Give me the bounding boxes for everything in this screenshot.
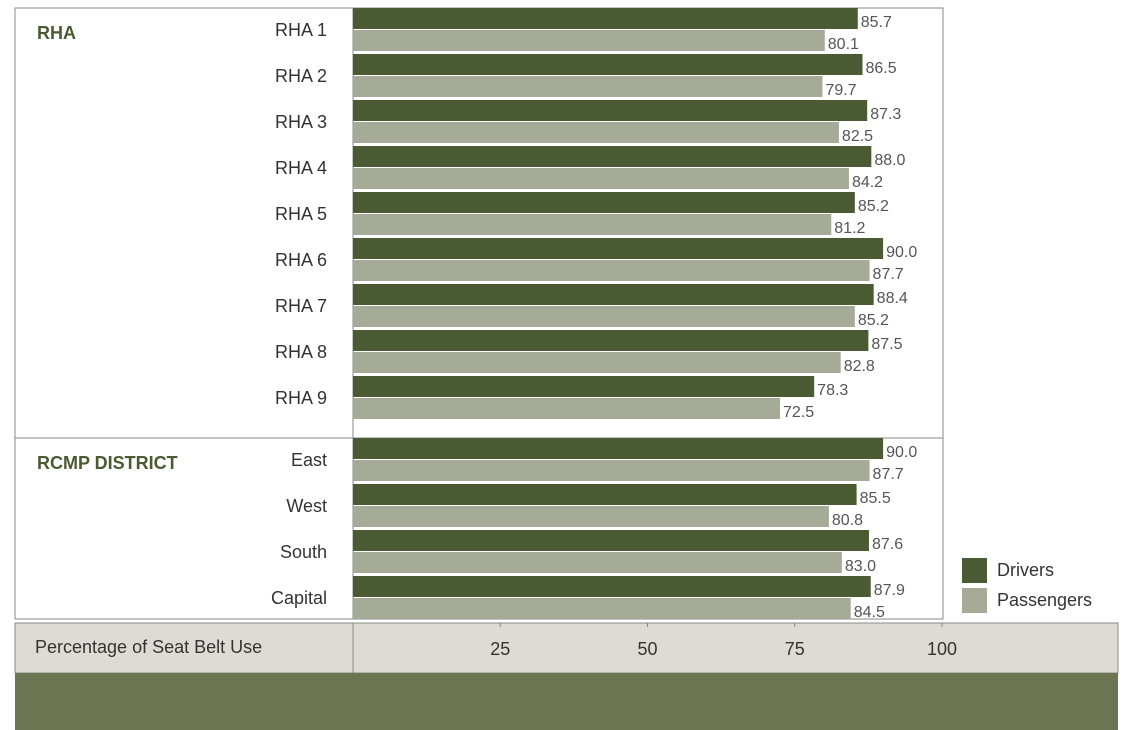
value-label: 87.9	[874, 582, 905, 599]
bar	[353, 76, 823, 97]
bar	[353, 398, 781, 419]
value-label: 87.5	[871, 336, 902, 353]
legend-label: Passengers	[997, 590, 1092, 610]
category-label: RHA 3	[275, 112, 327, 132]
value-label: 90.0	[886, 444, 917, 461]
bar	[353, 238, 884, 259]
bar	[353, 54, 863, 75]
category-label: RHA 6	[275, 250, 327, 270]
value-label: 72.5	[783, 404, 814, 421]
category-label: RHA 8	[275, 342, 327, 362]
bar	[353, 214, 832, 235]
bar	[353, 100, 868, 121]
value-label: 86.5	[865, 60, 896, 77]
bar	[353, 192, 855, 213]
bar	[353, 506, 829, 527]
bar	[353, 598, 851, 619]
legend-swatch	[962, 558, 987, 583]
value-label: 81.2	[834, 220, 865, 237]
bar	[353, 306, 855, 327]
x-tick-label: 25	[490, 639, 510, 659]
bar	[353, 552, 842, 573]
bar	[353, 376, 815, 397]
value-label: 87.7	[873, 466, 904, 483]
value-label: 90.0	[886, 244, 917, 261]
x-axis-label: Percentage of Seat Belt Use	[35, 637, 262, 657]
bar	[353, 122, 839, 143]
value-label: 79.7	[825, 82, 856, 99]
category-label: RHA 1	[275, 20, 327, 40]
category-label: West	[286, 496, 327, 516]
value-label: 87.3	[870, 106, 901, 123]
bar	[353, 168, 849, 189]
value-label: 84.5	[854, 604, 885, 621]
x-tick-label: 50	[637, 639, 657, 659]
value-label: 80.1	[828, 36, 859, 53]
value-label: 83.0	[845, 558, 876, 575]
value-label: 88.0	[874, 152, 905, 169]
category-label: RHA 4	[275, 158, 327, 178]
bar	[353, 284, 874, 305]
bar	[353, 330, 869, 351]
value-label: 87.7	[873, 266, 904, 283]
x-tick-label: 100	[927, 639, 957, 659]
category-label: South	[280, 542, 327, 562]
bar	[353, 352, 841, 373]
category-label: Capital	[271, 588, 327, 608]
legend-label: Drivers	[997, 560, 1054, 580]
value-label: 85.7	[861, 14, 892, 31]
bar	[353, 530, 869, 551]
footer-band	[15, 673, 1118, 730]
group-label: RHA	[37, 23, 76, 43]
group-label: RCMP DISTRICT	[37, 453, 178, 473]
value-label: 88.4	[877, 290, 908, 307]
value-label: 85.5	[860, 490, 891, 507]
category-label: RHA 2	[275, 66, 327, 86]
bar	[353, 460, 870, 481]
value-label: 87.6	[872, 536, 903, 553]
x-tick-label: 75	[785, 639, 805, 659]
category-label: East	[291, 450, 327, 470]
bar	[353, 438, 884, 459]
value-label: 82.5	[842, 128, 873, 145]
bar	[353, 260, 870, 281]
bar	[353, 146, 872, 167]
value-label: 84.2	[852, 174, 883, 191]
value-label: 85.2	[858, 198, 889, 215]
legend-swatch	[962, 588, 987, 613]
value-label: 82.8	[844, 358, 875, 375]
category-label: RHA 9	[275, 388, 327, 408]
axis-band	[14, 622, 1119, 674]
value-label: 78.3	[817, 382, 848, 399]
value-label: 85.2	[858, 312, 889, 329]
bar	[353, 484, 857, 505]
bar	[353, 30, 825, 51]
category-label: RHA 7	[275, 296, 327, 316]
bar	[353, 576, 871, 597]
value-label: 80.8	[832, 512, 863, 529]
category-label: RHA 5	[275, 204, 327, 224]
bar	[353, 8, 858, 29]
